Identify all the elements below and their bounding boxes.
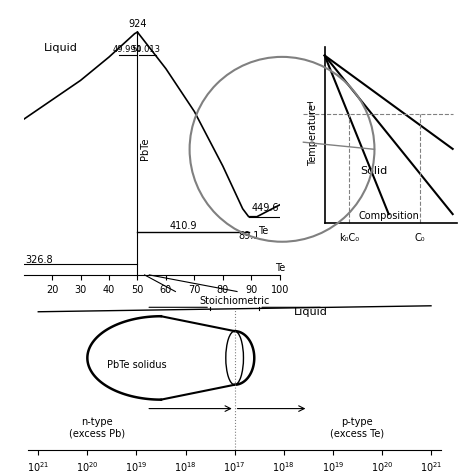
Text: 50.013: 50.013 xyxy=(131,46,161,55)
Text: T: T xyxy=(306,102,312,112)
Text: Te: Te xyxy=(274,263,285,273)
Text: PbTe solidus: PbTe solidus xyxy=(107,360,166,370)
Text: C₀: C₀ xyxy=(415,233,425,243)
Text: 49.994: 49.994 xyxy=(113,46,142,55)
X-axis label: Atomic Percent Te: Atomic Percent Te xyxy=(102,300,201,310)
Text: k₀C₀: k₀C₀ xyxy=(339,233,359,243)
Text: 924: 924 xyxy=(128,19,147,29)
Text: PbTe: PbTe xyxy=(140,137,150,160)
Text: 449.6: 449.6 xyxy=(252,203,279,213)
Text: Liquid: Liquid xyxy=(44,43,77,53)
Text: Composition: Composition xyxy=(358,211,419,221)
Text: 89.1: 89.1 xyxy=(238,231,259,241)
Text: Te: Te xyxy=(258,226,268,236)
Text: n-type
(excess Pb): n-type (excess Pb) xyxy=(69,417,125,439)
Text: 410.9: 410.9 xyxy=(169,221,197,231)
Text: Liquid: Liquid xyxy=(293,307,328,317)
Text: Stoichiometric: Stoichiometric xyxy=(200,296,270,306)
Text: Temperature: Temperature xyxy=(308,104,318,166)
Text: Solid: Solid xyxy=(360,165,387,175)
Text: p-type
(excess Te): p-type (excess Te) xyxy=(330,417,384,439)
Text: 326.8: 326.8 xyxy=(25,255,53,264)
